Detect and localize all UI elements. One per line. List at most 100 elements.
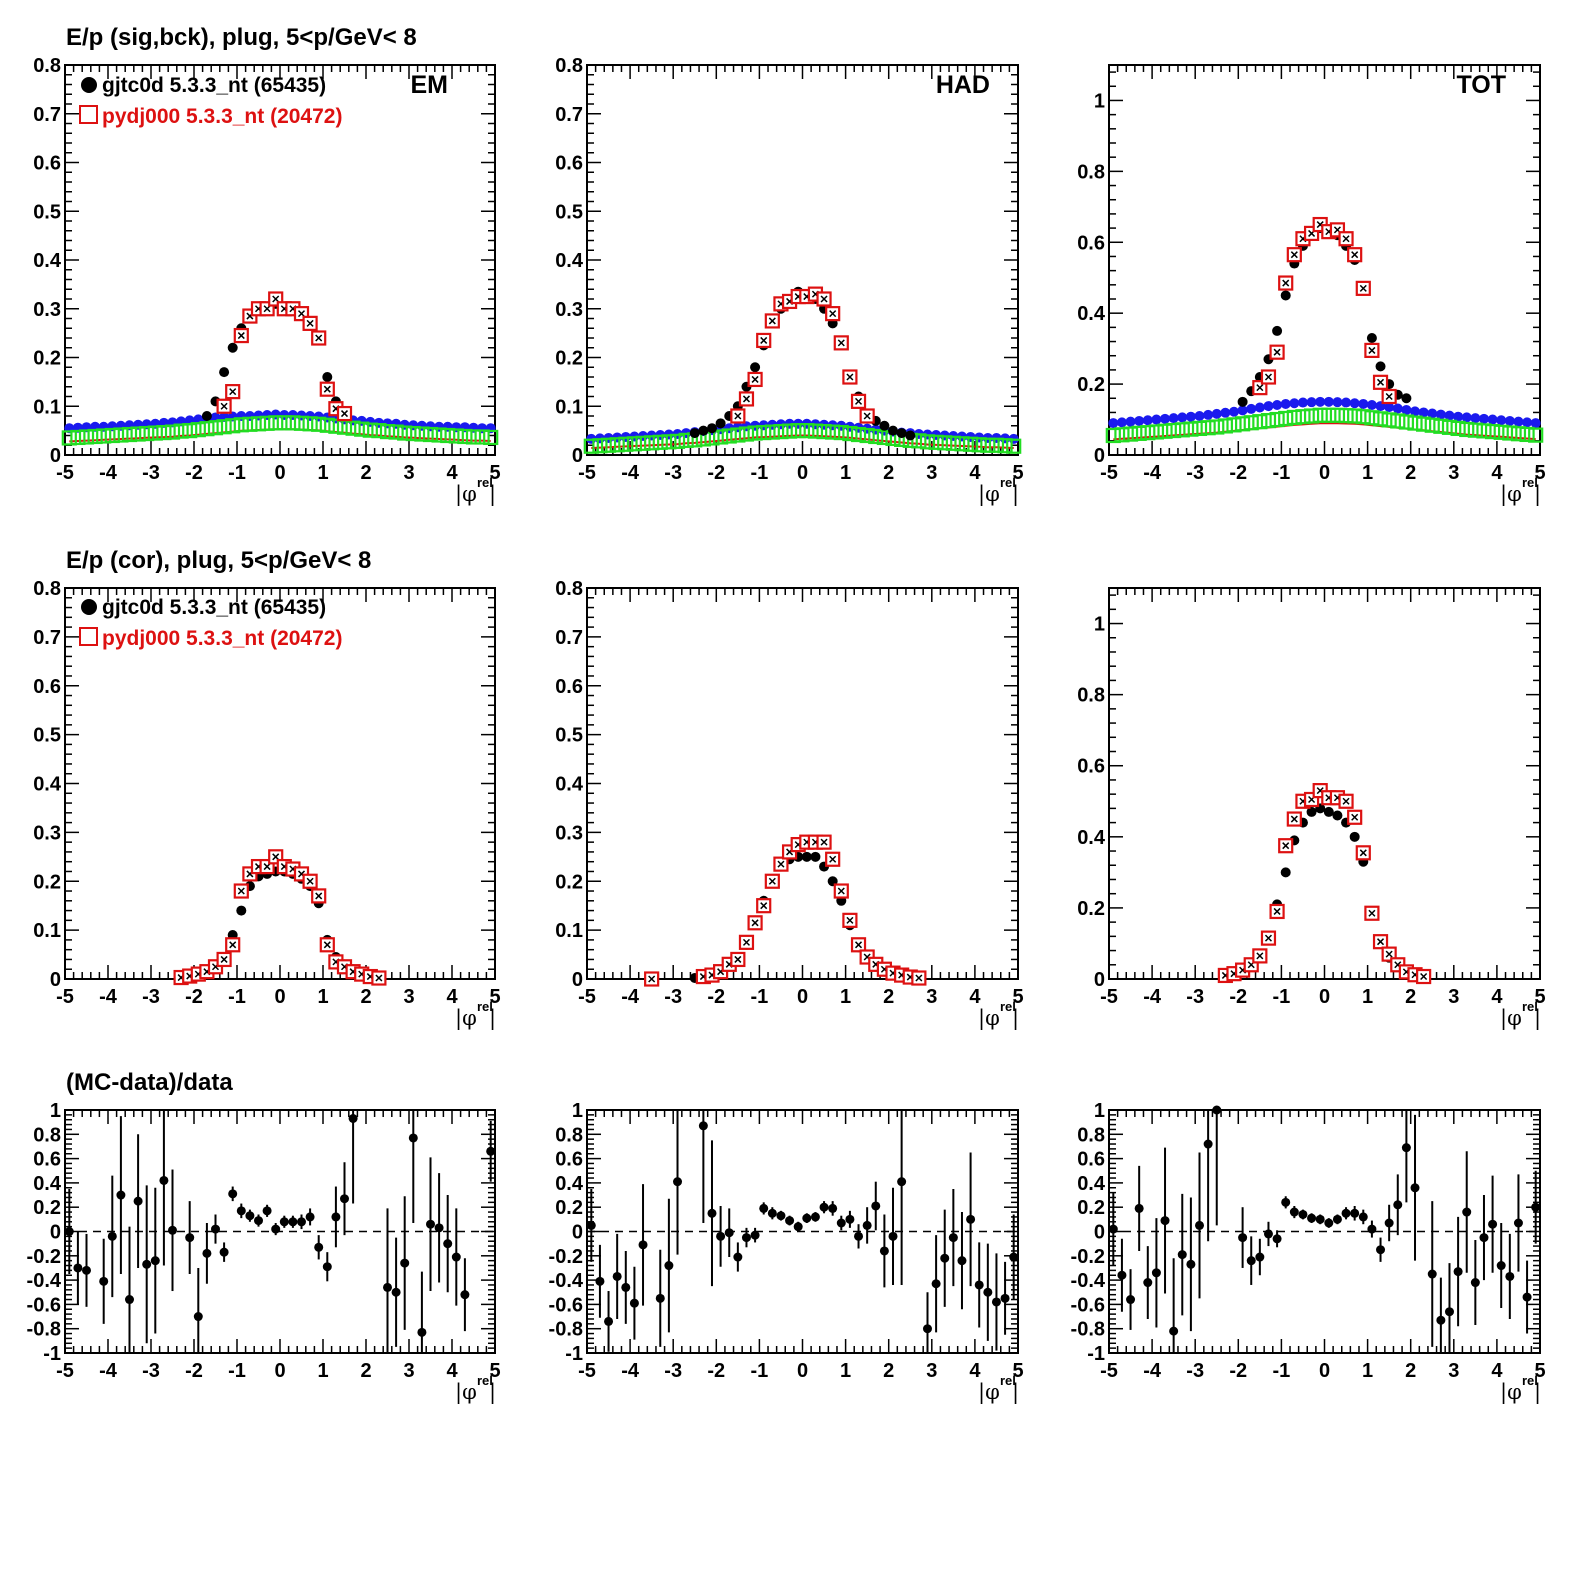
data-background-point <box>279 410 290 421</box>
mc-background-point <box>807 423 824 439</box>
mc-background-point <box>1364 410 1380 426</box>
mc-point <box>311 888 327 904</box>
x-tick-label: -2 <box>185 986 203 1008</box>
mc-point-cross <box>1368 909 1376 917</box>
mc-point <box>1355 280 1371 296</box>
data-background-point <box>1289 398 1300 409</box>
data-background-point <box>1530 418 1541 429</box>
mc-background-point <box>1398 414 1414 430</box>
mc-background-point <box>250 416 267 432</box>
y-tick-label: 0.2 <box>1077 374 1105 396</box>
x-tick-label: 4 <box>446 1360 458 1382</box>
mc-background-point <box>70 429 86 446</box>
legend-mc-label: pydj000 5.3.3_nt (20472) <box>102 627 342 650</box>
data-background-point <box>1194 411 1205 421</box>
x-axis-label-left-bar: |φ <box>455 482 477 507</box>
x-tick-label: -4 <box>1143 986 1162 1008</box>
mc-point-cross <box>742 938 751 946</box>
legend-data-label: gjtc0d 5.3.3_nt (65435) <box>102 596 326 619</box>
ratio-point <box>1410 1183 1420 1193</box>
y-tick-label: 0.6 <box>555 153 583 175</box>
mc-background-point <box>371 423 387 439</box>
x-tick-label: -5 <box>578 1360 596 1382</box>
ratio-point <box>974 1280 984 1290</box>
mc-point <box>319 937 335 953</box>
data-point <box>905 430 916 441</box>
y-tick-label: 0.2 <box>555 348 583 370</box>
mc-point-cross <box>263 305 271 313</box>
mc-point <box>747 371 763 388</box>
mc-background-point <box>311 416 327 432</box>
series-dot <box>1108 396 1541 429</box>
mc-background-point <box>1166 422 1182 439</box>
mc-background-point <box>379 424 396 440</box>
mc-point-cross <box>820 295 828 303</box>
data-background-point <box>1211 408 1222 419</box>
mc-background-point <box>328 418 344 434</box>
data-point <box>715 418 726 429</box>
data-background-point <box>1315 396 1326 407</box>
x-tick-label: 2 <box>883 1360 894 1382</box>
mc-point-cross <box>648 975 656 983</box>
mc-background-point <box>1329 407 1346 423</box>
y-tick-label: 0.7 <box>555 104 583 126</box>
x-axis-label-right-bar: | <box>1534 1380 1541 1405</box>
ratio-point <box>279 1217 289 1227</box>
row3-title: (MC-data)/data <box>66 1069 233 1096</box>
x-tick-label: -5 <box>56 462 74 484</box>
y-tick-label: -0.8 <box>1071 1319 1105 1341</box>
x-tick-label: 3 <box>926 462 937 484</box>
ratio-point <box>595 1276 605 1286</box>
y-tick-label: 0.6 <box>555 1149 583 1171</box>
ratio-point <box>1195 1220 1205 1230</box>
x-tick-label: 2 <box>1405 462 1416 484</box>
x-tick-label: 5 <box>489 462 500 484</box>
mc-background-point <box>833 424 849 441</box>
mc-background-point <box>747 425 763 441</box>
mc-background-point <box>319 417 335 433</box>
panel-row3-HAD: -5 -4 -3 -2 -1 0 1 2 3 4 5-1-0.8-0.6-0.4-0.200.20.… <box>549 1100 1024 1405</box>
mc-background-point <box>799 423 815 439</box>
x-tick-label: 1 <box>317 462 328 484</box>
mc-point-cross <box>829 310 837 318</box>
ratio-point <box>931 1279 941 1289</box>
y-tick-label: -0.2 <box>549 1246 583 1268</box>
y-tick-label: 0.4 <box>1077 303 1106 325</box>
ratio-point <box>871 1201 881 1211</box>
mc-background-point <box>422 426 439 443</box>
ratio-point <box>1513 1218 1523 1228</box>
mc-point-cross <box>375 974 383 982</box>
series-square <box>644 834 927 987</box>
mc-point-cross <box>915 974 923 982</box>
series-square <box>216 291 353 422</box>
mc-point <box>859 408 875 424</box>
mc-background-point <box>233 417 249 433</box>
data-background-point <box>1151 414 1162 425</box>
mc-background-point <box>1519 426 1535 443</box>
mc-point <box>311 330 327 346</box>
ratio-point <box>107 1231 117 1241</box>
mc-background-point <box>661 434 677 450</box>
mc-point <box>756 898 772 914</box>
y-tick-label: 0 <box>50 445 61 467</box>
y-tick-label: 0.3 <box>33 822 61 844</box>
x-tick-label: -5 <box>56 1360 74 1382</box>
ratio-point <box>1307 1213 1317 1223</box>
ratio-point <box>802 1213 812 1223</box>
data-background-point <box>1134 415 1145 426</box>
ratio-point <box>1117 1270 1127 1280</box>
x-tick-label: -4 <box>621 462 640 484</box>
ratio-point <box>133 1196 143 1206</box>
ratio-point <box>408 1133 418 1143</box>
data-background-point <box>1272 400 1283 411</box>
x-tick-label: 3 <box>403 1360 414 1382</box>
mc-point <box>816 834 832 850</box>
y-tick-label: 0 <box>572 969 583 991</box>
ratio-point <box>99 1276 109 1286</box>
ratio-point <box>1384 1218 1394 1228</box>
ratio-point <box>776 1211 786 1221</box>
y-tick-label: 0.6 <box>33 153 61 175</box>
y-tick-label: 0.8 <box>555 578 583 600</box>
mc-point-cross <box>768 317 776 325</box>
ratio-point <box>1436 1315 1446 1325</box>
